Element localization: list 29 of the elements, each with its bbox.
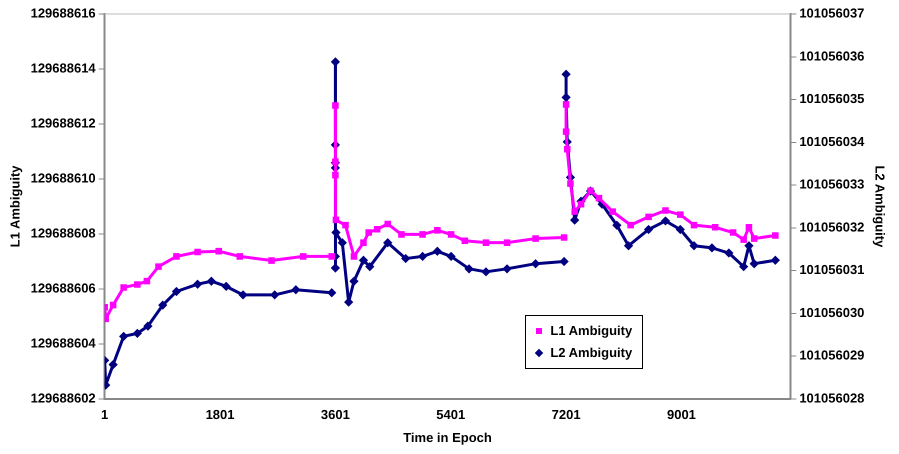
x-tick-label: 9001 [666,407,696,422]
x-tick-label: 1 [101,407,108,422]
y2-tick-label: 101056030 [799,304,864,320]
y2-tick-label: 101056036 [799,48,864,64]
y2-axis-title: L2 Ambiguity [872,165,888,248]
y-tick-label: 129688614 [30,60,96,76]
y-tick-label: 129688608 [30,225,96,240]
y-tick-label: 129688612 [30,116,96,131]
legend-label: L2 Ambiguity [549,344,632,362]
y2-tick-label: 101056029 [799,348,864,363]
x-tick-label: 1801 [206,407,234,422]
y-tick-label: 129688602 [30,390,96,406]
x-tick-label: 3601 [320,407,350,422]
y-tick-label: 129688606 [30,280,96,296]
y2-tick-label: 101056033 [799,176,864,192]
y2-tick-label: 101056031 [799,262,864,278]
x-tick-label: 7201 [552,407,581,422]
legend-label: L1 Ambiguity [549,322,632,340]
x-tick-label: 5401 [436,407,466,422]
y2-tick-label: 101056028 [799,390,864,406]
y-tick-label: 129688610 [30,170,96,186]
y-axis-title: L1 Ambiguity [7,164,22,248]
y-tick-label: 129688616 [30,6,96,21]
y2-tick-label: 101056032 [799,219,864,234]
y2-tick-label: 101056035 [799,91,864,106]
y2-tick-label: 101056037 [799,6,864,21]
x-axis-title: Time in Epoch [403,430,492,445]
y2-tick-label: 101056034 [799,134,866,149]
y-tick-label: 129688604 [30,335,96,350]
